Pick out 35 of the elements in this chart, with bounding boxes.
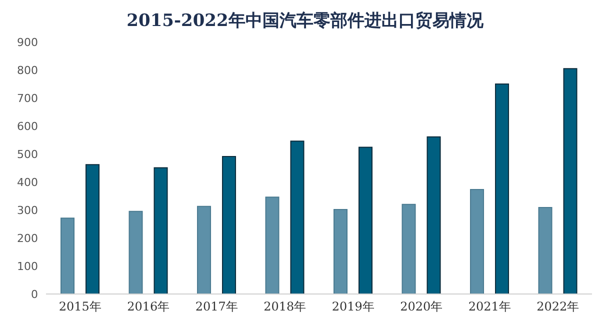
y-tick-label: 100 [17,260,38,273]
bar [495,84,510,294]
y-tick-label: 500 [17,148,38,161]
bar [426,136,441,294]
bar [222,156,236,294]
bar [154,167,168,294]
x-tick-label: 2015年 [58,300,102,314]
x-tick-label: 2018年 [264,300,306,314]
y-tick-label: 700 [17,92,38,105]
bar [197,206,212,294]
bar [128,210,143,294]
y-tick-label: 400 [17,176,38,189]
y-tick-label: 900 [17,36,38,49]
y-tick-label: 200 [17,232,38,245]
x-tick-label: 2021年 [468,300,511,314]
chart-title: 2015-2022年中国汽车零部件进出口贸易情况 [126,10,484,33]
bar [563,68,578,294]
y-tick-label: 0 [31,288,38,301]
y-tick-label: 300 [17,204,38,217]
bar [265,196,280,294]
y-tick-label: 600 [17,120,38,133]
x-tick-label: 2016年 [127,300,170,314]
bar [358,146,373,294]
x-tick-label: 2017年 [195,300,238,314]
bar [470,189,484,294]
bar [538,206,552,294]
bar [86,164,100,294]
bar [290,140,304,294]
x-tick-label: 2019年 [332,300,374,314]
x-tick-label: 2020年 [400,300,443,314]
y-tick-label: 800 [17,64,38,77]
bar [334,208,348,294]
x-tick-label: 2022年 [536,300,580,314]
bar [60,218,75,294]
bar [402,204,416,294]
